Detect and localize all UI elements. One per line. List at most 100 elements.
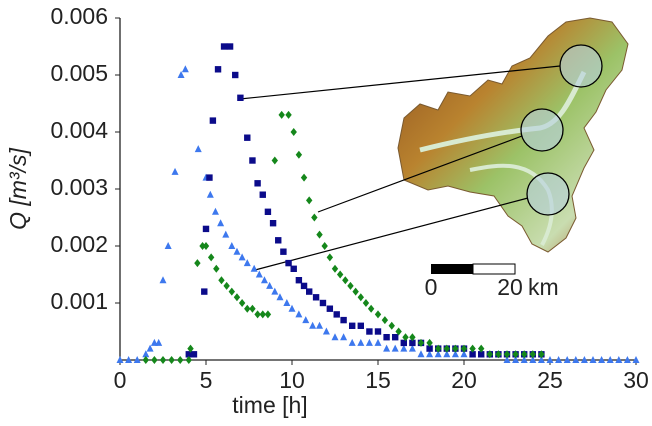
- data-point: [332, 333, 339, 340]
- data-point: [272, 157, 278, 165]
- data-point: [210, 117, 216, 123]
- scale-bar-dark: [431, 264, 473, 274]
- data-point: [332, 265, 338, 273]
- data-point: [375, 310, 381, 318]
- data-point: [207, 191, 214, 198]
- data-point: [295, 310, 302, 317]
- data-point: [389, 322, 395, 330]
- x-tick-label: 0: [114, 367, 127, 393]
- data-point: [301, 283, 307, 289]
- data-point: [349, 339, 356, 346]
- data-point: [316, 322, 323, 329]
- data-point: [203, 242, 209, 250]
- data-point: [320, 300, 326, 306]
- data-point: [191, 351, 197, 357]
- x-tick-label: 10: [279, 367, 305, 393]
- data-point: [229, 288, 235, 296]
- data-point: [366, 339, 373, 346]
- data-point: [182, 65, 189, 72]
- data-point: [254, 180, 260, 186]
- data-point: [327, 306, 333, 312]
- data-point: [285, 111, 291, 119]
- data-point: [296, 277, 302, 283]
- data-point: [382, 316, 388, 324]
- data-point: [278, 111, 284, 119]
- data-point: [260, 192, 266, 198]
- data-point: [168, 356, 174, 364]
- data-point: [228, 242, 235, 249]
- data-point: [309, 322, 316, 329]
- data-point: [206, 174, 212, 180]
- leader-line: [255, 198, 528, 270]
- scale-label: 0: [425, 274, 438, 300]
- scale-bar-light: [473, 264, 515, 274]
- data-point: [375, 328, 381, 334]
- data-point: [311, 214, 317, 222]
- chart: 0 20 km time [h] Q [m³/s] 0.0010.0020.00…: [0, 0, 652, 421]
- x-tick-label: 30: [623, 367, 649, 393]
- data-point: [155, 339, 162, 346]
- data-point: [291, 128, 297, 136]
- data-point: [357, 339, 364, 346]
- data-point: [306, 196, 312, 204]
- y-tick-label: 0.004: [50, 117, 108, 143]
- catchment-circle: [521, 109, 563, 151]
- data-point: [201, 288, 207, 294]
- data-point: [165, 242, 172, 249]
- data-point: [234, 293, 240, 301]
- data-point: [383, 345, 390, 352]
- data-point: [347, 282, 353, 290]
- x-tick-label: 15: [365, 367, 391, 393]
- data-point: [383, 334, 389, 340]
- data-point: [366, 328, 372, 334]
- data-point: [265, 310, 271, 318]
- data-point: [418, 350, 425, 357]
- scale-unit: km: [528, 274, 559, 300]
- data-point: [244, 135, 250, 141]
- data-point: [160, 356, 166, 364]
- data-point: [249, 157, 255, 163]
- y-tick-label: 0.005: [50, 60, 108, 86]
- data-point: [340, 317, 346, 323]
- data-point: [208, 253, 214, 261]
- data-point: [358, 293, 364, 301]
- data-point: [296, 151, 302, 159]
- data-point: [237, 95, 243, 101]
- data-point: [342, 276, 348, 284]
- y-tick-label: 0.003: [50, 174, 108, 200]
- data-point: [375, 339, 382, 346]
- data-point: [340, 333, 347, 340]
- data-point: [151, 356, 157, 364]
- y-tick-label: 0.001: [50, 288, 108, 314]
- catchment-circle: [527, 173, 569, 215]
- data-point: [221, 43, 227, 49]
- data-point: [212, 208, 219, 215]
- data-point: [352, 288, 358, 296]
- data-point: [215, 66, 221, 72]
- data-point: [323, 328, 330, 335]
- data-point: [358, 323, 364, 329]
- data-point: [349, 323, 355, 329]
- y-tick-label: 0.006: [50, 3, 108, 29]
- data-point: [285, 260, 291, 266]
- data-point: [270, 220, 276, 226]
- x-tick-label: 25: [537, 367, 563, 393]
- map-inset: 0 20 km: [240, 18, 628, 300]
- data-point: [232, 72, 238, 78]
- data-point: [195, 145, 202, 152]
- data-point: [392, 334, 398, 340]
- data-point: [249, 305, 255, 313]
- data-point: [227, 43, 233, 49]
- data-point: [222, 231, 229, 238]
- data-point: [280, 249, 286, 255]
- data-point: [213, 265, 219, 273]
- data-point: [217, 219, 224, 226]
- data-point: [283, 299, 290, 306]
- data-point: [313, 294, 319, 300]
- data-point: [218, 276, 224, 284]
- y-axis-label: Q [m³/s]: [5, 148, 31, 230]
- data-point: [223, 282, 229, 290]
- data-point: [275, 237, 281, 243]
- catchment-circle: [560, 45, 602, 87]
- data-point: [172, 168, 179, 175]
